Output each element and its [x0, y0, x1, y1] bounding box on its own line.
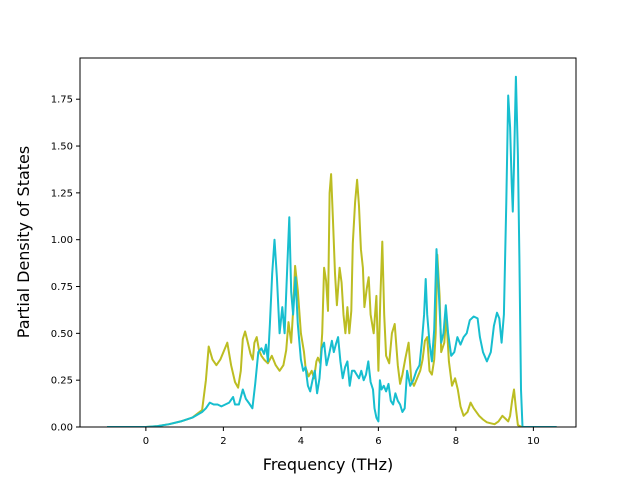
x-tick-label: 0 [143, 436, 149, 447]
y-tick-label: 1.25 [51, 188, 73, 199]
series-layer [107, 75, 557, 427]
y-axis-label: Partial Density of States [14, 146, 33, 338]
y-tick-label: 1.50 [51, 142, 73, 153]
x-tick-label: 6 [375, 436, 381, 447]
y-tick-label: 0.50 [51, 329, 73, 340]
y-tick-label: 1.75 [51, 95, 73, 106]
x-tick-label: 2 [220, 436, 226, 447]
y-tick-label: 0.00 [51, 423, 73, 434]
y-tick-label: 0.25 [51, 376, 73, 387]
x-axis-label: Frequency (THz) [263, 455, 393, 474]
x-tick-label: 4 [298, 436, 304, 447]
y-tick-label: 0.75 [51, 282, 73, 293]
x-tick-label: 8 [453, 436, 459, 447]
y-tick-label: 1.00 [51, 235, 73, 246]
plot-frame [79, 57, 577, 428]
series-line-1 [107, 75, 557, 427]
y-axis-ticks: 0.00 0.25 0.50 0.75 1.00 1.25 1.50 1.75 [51, 95, 80, 434]
x-tick-label: 10 [527, 436, 540, 447]
series-line-0 [107, 173, 557, 427]
x-axis-ticks: 0 2 4 6 8 10 [143, 427, 540, 447]
